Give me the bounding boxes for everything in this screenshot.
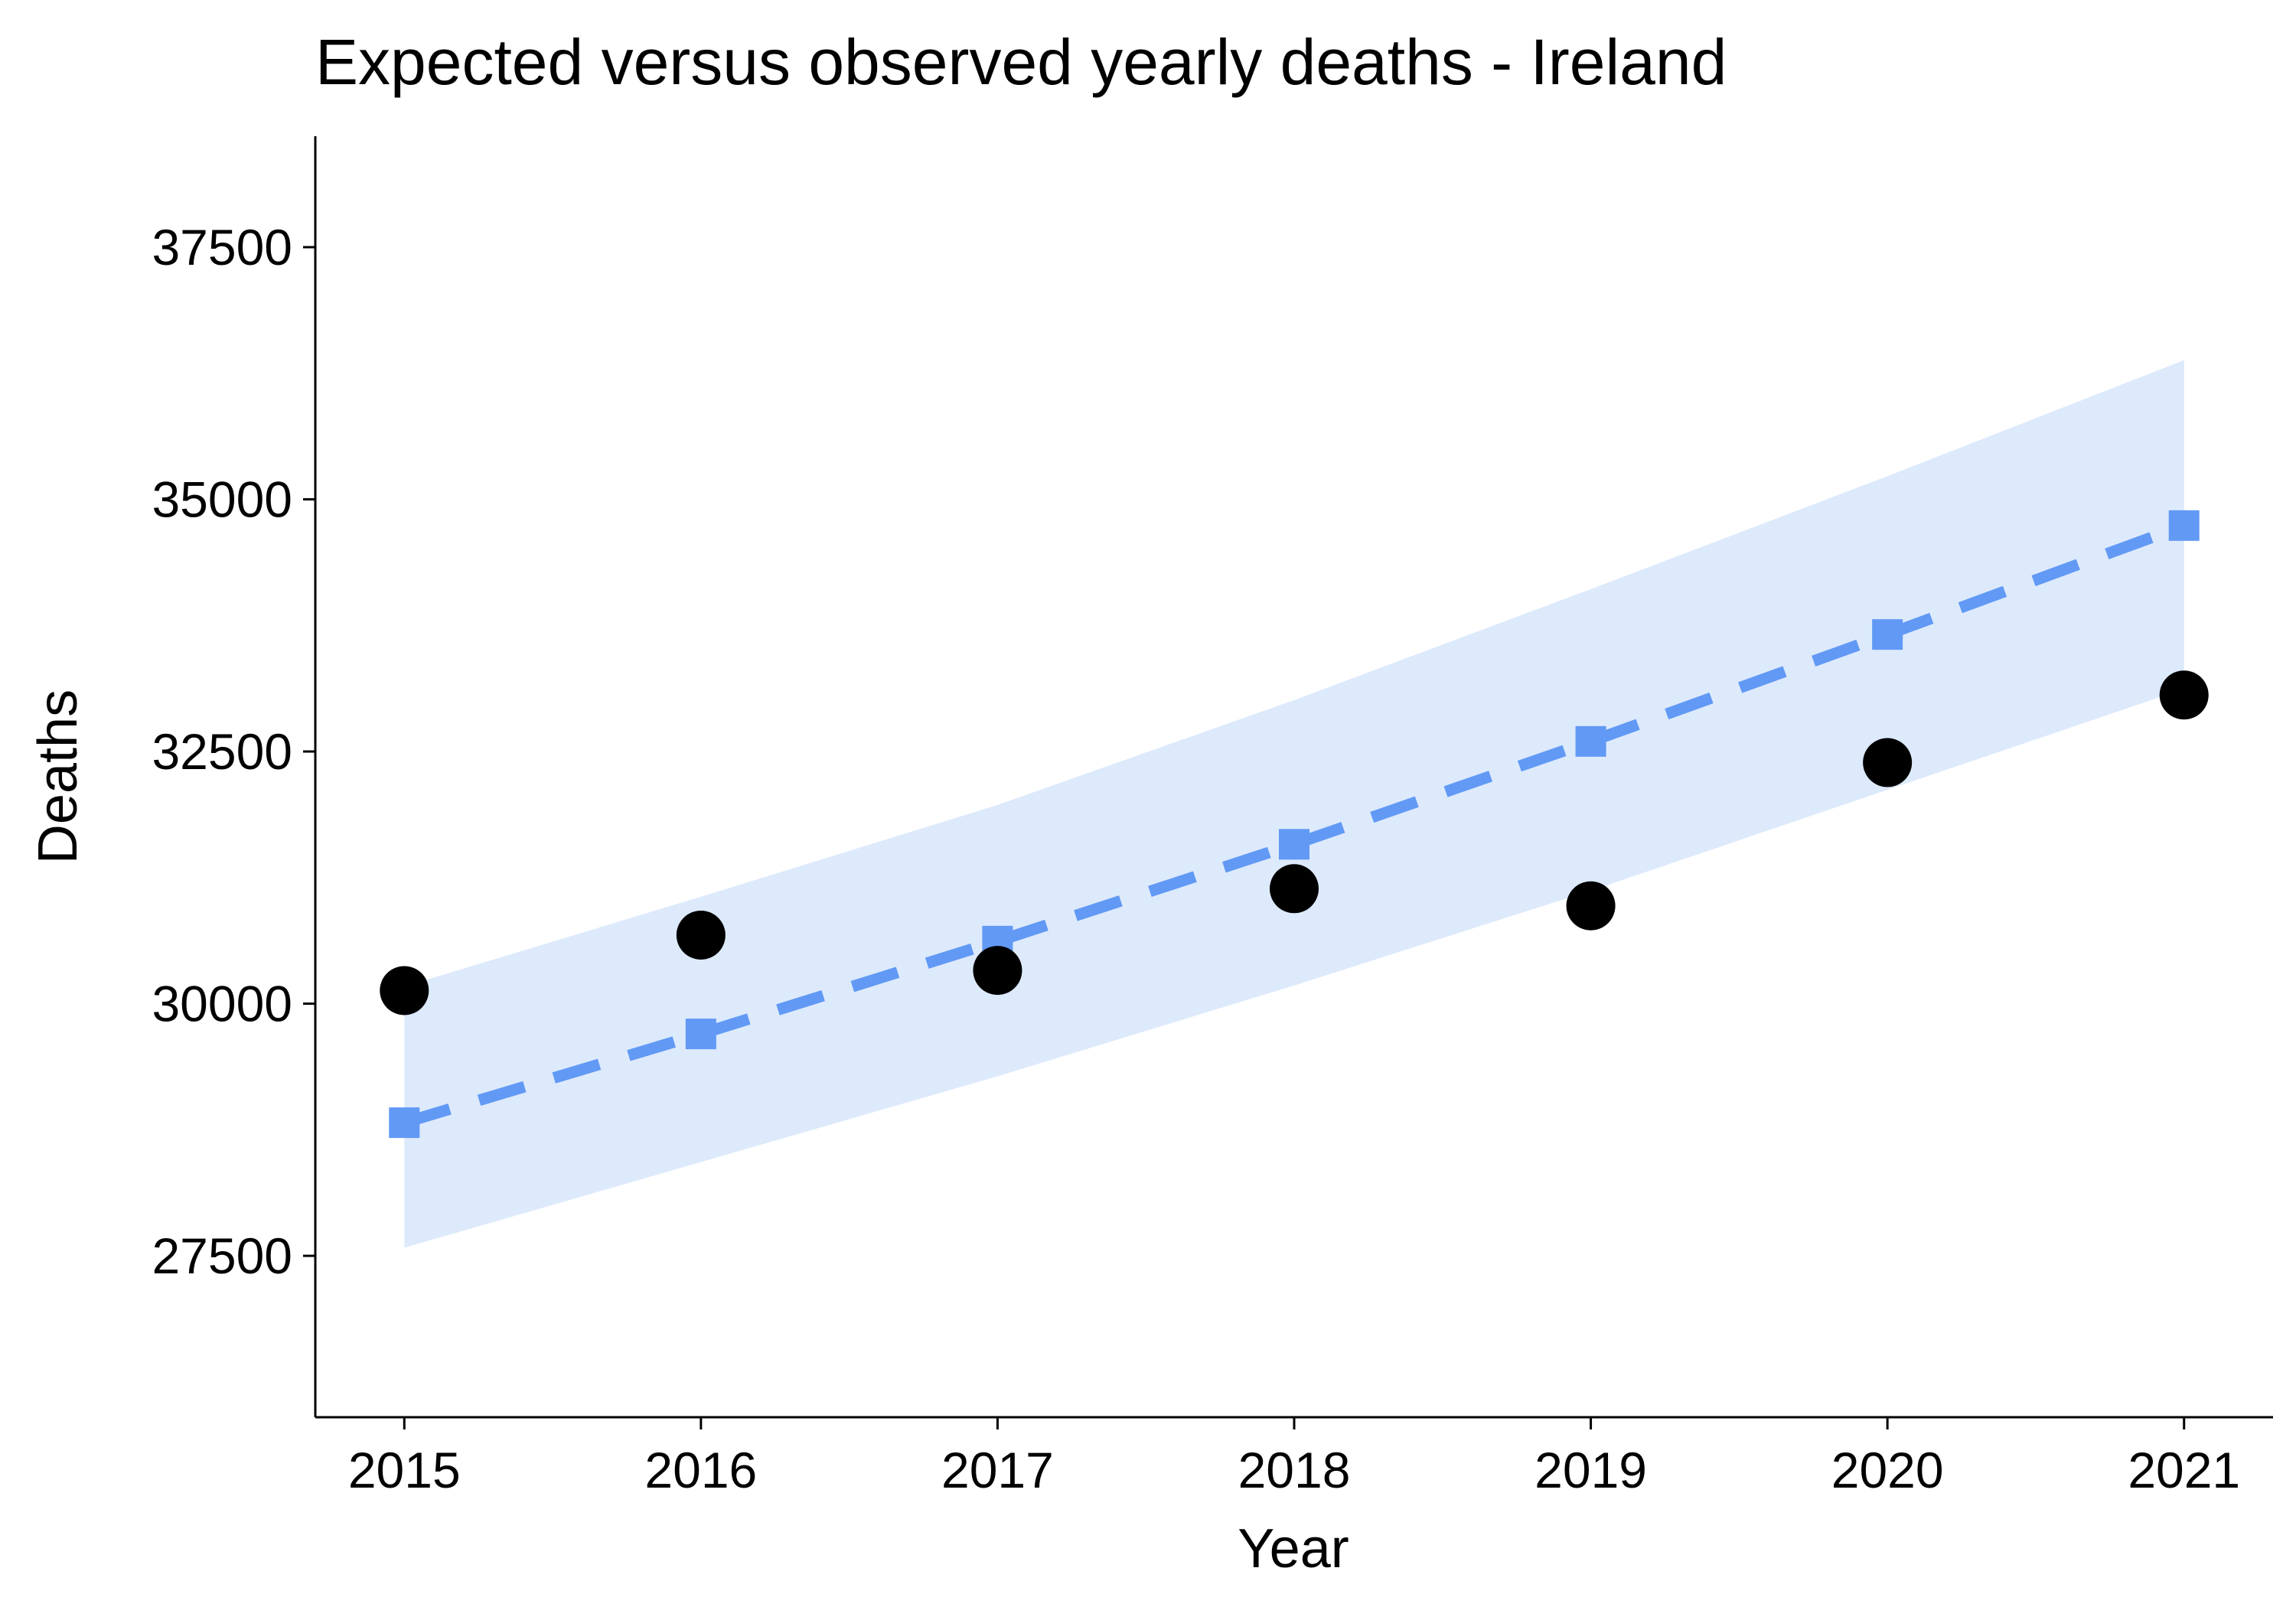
- x-tick-label-2021: 2021: [2128, 1442, 2240, 1498]
- prediction-band: [404, 360, 2184, 1248]
- observed-deaths-point-2019: [1566, 881, 1616, 931]
- y-axis-title: Deaths: [28, 689, 89, 864]
- observed-deaths-point-2018: [1270, 864, 1319, 914]
- expected-deaths-marker-2020: [1872, 619, 1903, 650]
- x-tick-label-2017: 2017: [941, 1442, 1054, 1498]
- observed-deaths-point-2015: [380, 966, 429, 1015]
- expected-deaths-marker-2019: [1575, 725, 1606, 757]
- x-tick-label-2020: 2020: [1831, 1442, 1944, 1498]
- x-axis-title: Year: [1238, 1518, 1349, 1579]
- x-tick-label-2016: 2016: [644, 1442, 757, 1498]
- observed-deaths-point-2021: [2159, 670, 2209, 720]
- plot-area: [380, 360, 2209, 1248]
- chart-title: Expected versus observed yearly deaths -…: [315, 26, 1727, 98]
- x-tick-label-2015: 2015: [348, 1442, 461, 1498]
- expected-deaths-marker-2021: [2168, 510, 2200, 541]
- y-tick-label-37500: 37500: [152, 219, 292, 275]
- expected-deaths-marker-2015: [389, 1107, 420, 1139]
- expected-deaths-marker-2018: [1279, 829, 1309, 860]
- x-tick-label-2019: 2019: [1534, 1442, 1647, 1498]
- x-tick-label-2018: 2018: [1238, 1442, 1351, 1498]
- y-tick-label-35000: 35000: [152, 471, 292, 528]
- observed-deaths-point-2020: [1863, 738, 1913, 787]
- expected-deaths-marker-2016: [685, 1019, 716, 1050]
- y-tick-label-30000: 30000: [152, 976, 292, 1032]
- axes: 27500 30000 32500 35000 37500 2015 2016 2017 201…: [152, 136, 2273, 1498]
- observed-deaths-point-2017: [973, 946, 1022, 996]
- y-tick-label-32500: 32500: [152, 723, 292, 780]
- y-tick-label-27500: 27500: [152, 1227, 292, 1284]
- observed-deaths-point-2016: [676, 910, 726, 960]
